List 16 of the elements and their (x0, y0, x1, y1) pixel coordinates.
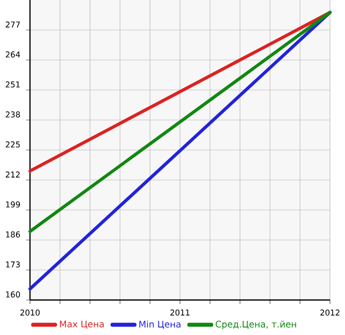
y-tick-label: 277 (6, 22, 20, 28)
y-tick-label: 264 (6, 51, 20, 58)
y-tick-label: 238 (6, 111, 20, 118)
y-tick-label: 186 (6, 231, 20, 238)
x-tick-label: 2010 (20, 310, 40, 316)
x-tick-label: 2012 (320, 310, 340, 316)
y-tick-label: 251 (6, 81, 20, 88)
y-tick-label: 160 (6, 291, 20, 298)
y-tick-label: 225 (6, 141, 20, 148)
legend-label: Max Цена (60, 320, 104, 329)
legend-label: Min Цена (139, 320, 180, 329)
x-tick-label: 2011 (170, 310, 190, 316)
y-tick-label: 173 (6, 261, 20, 268)
y-tick-label: 199 (6, 201, 20, 208)
y-tick-label: 212 (6, 172, 20, 178)
legend-label: Сред.Цена, т.йен (216, 320, 296, 330)
